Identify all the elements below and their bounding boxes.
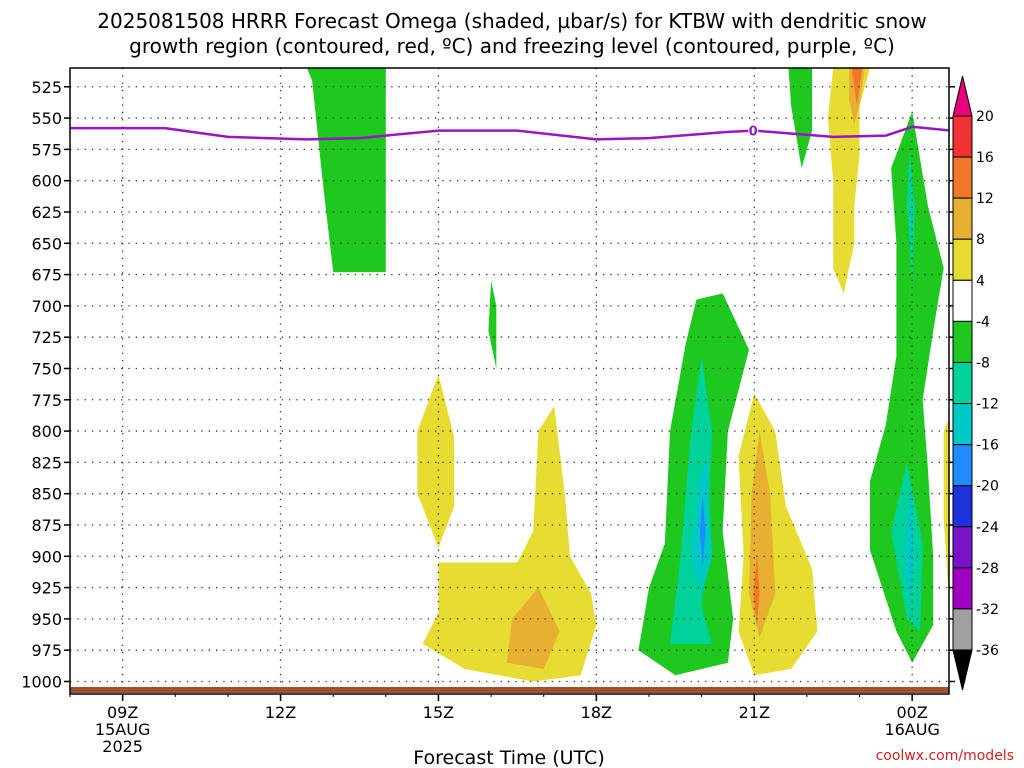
x-tick-label: 12Z xyxy=(265,703,296,722)
colorbar: 20 16 12 8 4 -4 -8 -12 -16 -20 -24 -28 -32 -36 xyxy=(952,75,999,691)
omega-region-14 xyxy=(851,68,863,106)
chart-title-line2: growth region (contoured, red, ºC) and f… xyxy=(129,34,895,58)
chart-title-line1: 2025081508 HRRR Forecast Omega (shaded, … xyxy=(97,9,926,33)
colorbar-bin xyxy=(952,156,973,199)
colorbar-label: 12 xyxy=(976,191,994,207)
x-tick-label: 00Z xyxy=(896,703,927,722)
omega-region-8 xyxy=(700,493,706,569)
colorbar-bin xyxy=(952,238,973,281)
omega-region-20 xyxy=(943,418,949,601)
colorbar-label: -4 xyxy=(976,314,990,330)
colorbar-label: -28 xyxy=(976,561,999,577)
colorbar-label: 8 xyxy=(976,232,985,248)
y-tick-label: 1000 xyxy=(21,672,62,691)
ground-surface xyxy=(70,687,949,693)
x-tick-label: 15Z xyxy=(423,703,454,722)
y-tick-label: 525 xyxy=(31,78,62,97)
colorbar-bin xyxy=(952,608,973,651)
y-tick-label: 800 xyxy=(31,422,62,441)
colorbar-label: -32 xyxy=(976,602,999,618)
colorbar-bin xyxy=(952,485,973,528)
y-tick-label: 625 xyxy=(31,203,62,222)
freezing-level-label: 0 xyxy=(749,125,758,140)
y-tick-label: 550 xyxy=(31,109,62,128)
omega-region-2 xyxy=(417,374,455,548)
omega-region-25 xyxy=(1007,68,1018,156)
colorbar-label: -20 xyxy=(976,479,999,495)
colorbar-bin xyxy=(952,197,973,240)
colorbar-bin xyxy=(952,567,973,610)
x-tick-label: 21Z xyxy=(739,703,770,722)
omega-region-12 xyxy=(827,68,870,294)
omega-region-17 xyxy=(906,149,915,281)
y-tick-label: 750 xyxy=(31,359,62,378)
freezing-level-contour: 0 xyxy=(70,122,949,141)
omega-region-1 xyxy=(488,280,497,369)
y-tick-label: 575 xyxy=(31,140,62,159)
y-tick-label: 975 xyxy=(31,641,62,660)
omega-region-4 xyxy=(506,587,560,669)
colorbar-bin xyxy=(952,279,973,322)
y-tick-label: 775 xyxy=(31,391,62,410)
y-tick-label: 675 xyxy=(31,266,62,285)
omega-region-19 xyxy=(904,481,915,607)
colorbar-label: -12 xyxy=(976,397,999,413)
y-tick-label: 875 xyxy=(31,516,62,535)
colorbar-bin xyxy=(952,361,973,405)
freezing-level-line xyxy=(70,125,949,141)
colorbar-bin xyxy=(952,115,973,158)
y-tick-label: 950 xyxy=(31,610,62,629)
colorbar-top-cap xyxy=(952,75,973,117)
colorbar-bin xyxy=(952,526,973,569)
colorbar-bottom-cap xyxy=(952,649,973,691)
colorbar-label: 20 xyxy=(976,109,994,125)
x-tick-label: 16AUG xyxy=(884,720,939,739)
colorbar-bin xyxy=(952,320,973,363)
grid-lines xyxy=(70,68,949,694)
y-tick-label: 650 xyxy=(31,234,62,253)
x-axis-label: Forecast Time (UTC) xyxy=(413,747,604,768)
omega-region-11 xyxy=(753,556,760,626)
y-tick-label: 925 xyxy=(31,579,62,598)
y-tick-label: 825 xyxy=(31,453,62,472)
colorbar-label: -36 xyxy=(976,643,999,659)
omega-region-3 xyxy=(422,406,597,682)
colorbar-bin xyxy=(952,444,973,487)
colorbar-label: -24 xyxy=(976,520,999,536)
omega-region-0 xyxy=(306,68,386,273)
y-tick-label: 850 xyxy=(31,485,62,504)
y-tick-label: 725 xyxy=(31,328,62,347)
x-tick-label: 18Z xyxy=(581,703,612,722)
plot-frame xyxy=(69,67,950,695)
colorbar-label: -16 xyxy=(976,438,999,454)
y-axis-ticks: 525 550 575 600 625 650 675 700 725 750 775 800 825 8… xyxy=(21,78,955,691)
credit-text: coolwx.com/models xyxy=(876,748,1014,764)
colorbar-label: 4 xyxy=(976,273,985,289)
colorbar-bin xyxy=(952,403,973,446)
y-tick-label: 600 xyxy=(31,172,62,191)
y-tick-label: 900 xyxy=(31,547,62,566)
x-tick-label: 15AUG xyxy=(95,720,150,739)
x-tick-label: 09Z xyxy=(107,703,138,722)
y-tick-label: 700 xyxy=(31,297,62,316)
colorbar-label: 16 xyxy=(976,150,994,166)
colorbar-label: -8 xyxy=(976,355,990,371)
x-tick-label: 2025 xyxy=(102,737,143,756)
freezing-label-bg xyxy=(748,122,759,138)
